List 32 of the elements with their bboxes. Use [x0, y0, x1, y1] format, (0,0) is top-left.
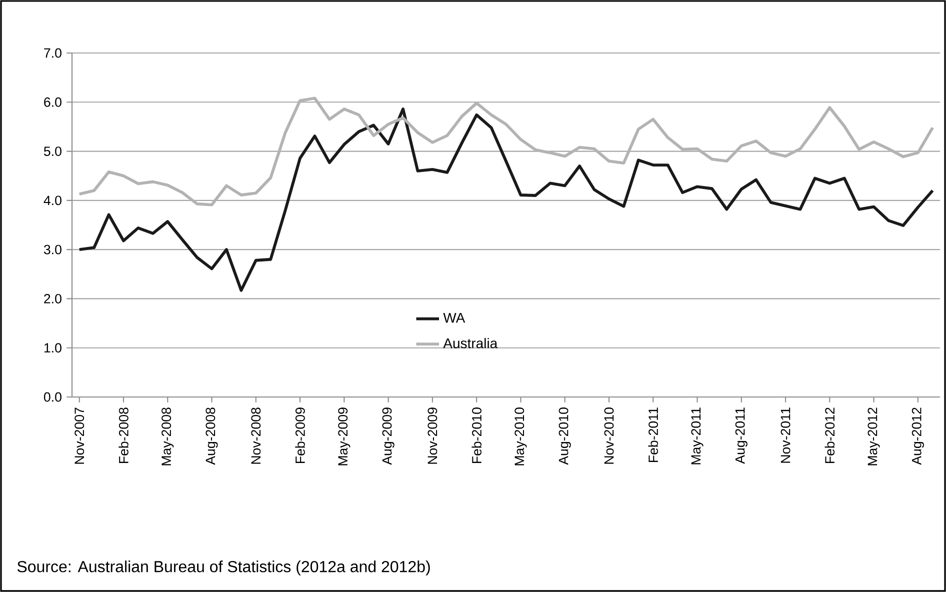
x-tick-label: May-2009 — [338, 408, 350, 466]
legend-label: WA — [443, 313, 466, 323]
source-note: Source: Australian Bureau of Statistics (2012a and 2012b) — [17, 560, 430, 576]
x-tick-label: Nov-2007 — [74, 408, 84, 464]
x-tick-label: Nov-2011 — [780, 408, 790, 463]
x-tick-label: Aug-2010 — [558, 408, 571, 465]
x-tick-label: Aug-2008 — [206, 408, 218, 465]
y-tick-label: 3.0 — [44, 244, 62, 254]
y-tick-label: 0.0 — [44, 392, 62, 402]
y-tick-label: 6.0 — [44, 97, 62, 107]
x-tick-label: Nov-2008 — [251, 408, 261, 464]
x-tick-label: Nov-2009 — [428, 408, 438, 464]
x-tick-label: Feb-2008 — [118, 408, 128, 464]
x-tick-label: Aug-2012 — [912, 408, 924, 465]
x-tick-label: Feb-2011 — [648, 408, 658, 462]
y-tick-label: 1.0 — [44, 343, 62, 353]
legend-label: Australia — [443, 338, 498, 348]
y-tick-label: 4.0 — [44, 196, 62, 206]
x-tick-label: May-2010 — [514, 408, 527, 466]
y-tick-label: 2.0 — [44, 294, 62, 304]
y-tick-label: 5.0 — [44, 146, 62, 156]
y-tick-label: 7.0 — [44, 48, 62, 58]
x-tick-label: May-2012 — [868, 408, 880, 466]
x-tick-label: May-2008 — [162, 408, 174, 466]
line-series — [78, 96, 934, 206]
x-tick-label: Feb-2010 — [472, 408, 482, 464]
x-tick-label: May-2011 — [691, 408, 704, 464]
x-tick-label: Aug-2009 — [382, 408, 394, 465]
x-tick-label: Aug-2011 — [735, 408, 748, 464]
x-tick-label: Feb-2009 — [295, 408, 305, 464]
x-tick-label: Nov-2010 — [604, 408, 614, 464]
x-tick-label: Feb-2012 — [824, 408, 835, 464]
